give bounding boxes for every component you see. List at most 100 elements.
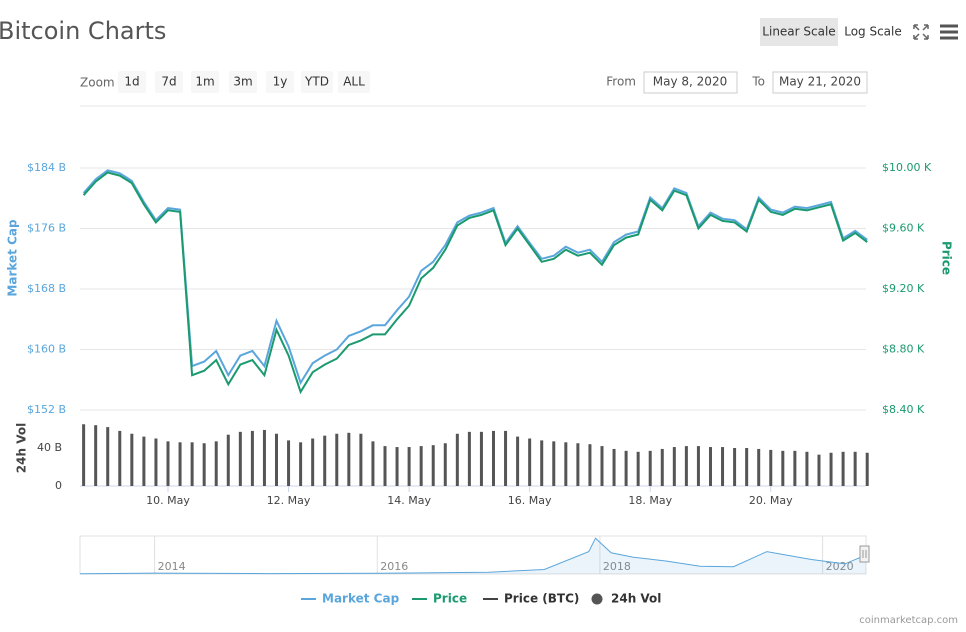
volume-bar — [841, 451, 845, 486]
zoom-button[interactable] — [229, 71, 257, 93]
y2-tick-label: $8.40 K — [882, 403, 925, 416]
y-tick-label: $152 B — [27, 403, 66, 416]
volume-axis-title: 24h Vol — [15, 423, 29, 473]
y2-tick-label: $9.20 K — [882, 282, 925, 295]
navigator-line — [79, 537, 867, 575]
volume-bar — [648, 450, 652, 486]
to-input[interactable] — [772, 71, 868, 94]
volume-bar — [708, 447, 712, 486]
volume-bar — [275, 433, 278, 486]
x-tick-label: 14. May — [387, 494, 431, 507]
y2-tick-label: $10.00 K — [882, 161, 932, 174]
volume-bar — [745, 448, 749, 486]
zoom-button-label[interactable]: 1d — [124, 75, 139, 89]
linear-scale-button[interactable] — [760, 18, 838, 46]
linear-scale-label[interactable]: Linear Scale — [762, 25, 835, 39]
volume-bar — [564, 442, 568, 486]
volume-bar — [853, 451, 857, 486]
line-series — [82, 171, 868, 395]
volume-bar — [865, 452, 869, 486]
navigator-handle[interactable] — [859, 545, 870, 563]
volume-bar — [624, 450, 628, 486]
zoom-button[interactable] — [118, 71, 146, 93]
volume-tick-label: 40 B — [37, 441, 62, 454]
volume-bar — [178, 442, 182, 486]
volume-bar — [696, 446, 700, 486]
legend-label[interactable]: Price (BTC) — [504, 592, 579, 606]
volume-bar — [612, 448, 616, 486]
volume-bar — [395, 447, 399, 486]
volume-bar — [118, 430, 122, 486]
volume-bar — [238, 431, 242, 486]
volume-bar — [455, 433, 459, 486]
log-scale-label[interactable]: Log Scale — [844, 25, 902, 39]
from-date[interactable]: May 8, 2020 — [653, 75, 727, 89]
volume-bar — [287, 440, 291, 486]
volume-bar — [214, 441, 218, 486]
volume-bar — [576, 443, 580, 486]
volume-bar — [552, 441, 556, 486]
volume-bar — [588, 444, 592, 486]
x-tick-label: 20. May — [749, 494, 793, 507]
zoom-button[interactable] — [266, 71, 294, 93]
volume-bar — [829, 452, 833, 486]
volume-bar — [721, 447, 725, 486]
legend-label[interactable]: Price — [433, 592, 467, 606]
volume-bar — [154, 438, 158, 486]
x-tick-label: 10. May — [146, 494, 190, 507]
volume-bar — [106, 427, 110, 486]
volume-bar — [299, 442, 303, 486]
from-input[interactable] — [643, 71, 738, 94]
legend-label[interactable]: 24h Vol — [611, 592, 661, 606]
volume-bar — [190, 442, 194, 486]
volume-bar — [166, 441, 170, 486]
y2-tick-label: $8.80 K — [882, 343, 925, 356]
volume-bar — [491, 430, 495, 486]
y-tick-label: $184 B — [27, 161, 66, 174]
zoom-button-label[interactable]: YTD — [304, 75, 329, 89]
line-series — [82, 169, 868, 386]
volume-bar — [226, 434, 230, 486]
volume-bar — [479, 431, 483, 486]
menu-icon[interactable] — [940, 24, 958, 40]
to-date[interactable]: May 21, 2020 — [779, 75, 861, 89]
volume-bar — [769, 449, 773, 486]
zoom-button-label[interactable]: 1m — [195, 75, 214, 89]
volume-bar — [757, 448, 761, 486]
navigator-tick-label: 2018 — [603, 560, 631, 573]
from-label: From — [606, 75, 636, 89]
volume-bar — [805, 451, 809, 486]
zoom-button[interactable] — [191, 71, 219, 93]
zoom-button-label[interactable]: 3m — [233, 75, 252, 89]
volume-tick-label: 0 — [55, 479, 62, 492]
volume-bar — [528, 438, 532, 486]
volume-bar — [202, 443, 206, 486]
y-tick-label: $176 B — [27, 222, 66, 235]
y2-axis-title: Price — [940, 241, 954, 275]
volume-bar — [684, 446, 688, 486]
volume-bar — [467, 431, 471, 486]
zoom-button-label[interactable]: 7d — [161, 75, 176, 89]
volume-bar — [781, 450, 785, 486]
zoom-button-label[interactable]: ALL — [343, 75, 365, 89]
volume-bar — [600, 446, 604, 486]
volume-bar — [793, 450, 797, 486]
volume-bar — [359, 433, 363, 486]
legend-label[interactable]: Market Cap — [322, 592, 400, 606]
volume-bar — [431, 445, 435, 486]
volume-bar — [130, 433, 134, 486]
y2-tick-label: $9.60 K — [882, 222, 925, 235]
zoom-button[interactable] — [301, 71, 333, 93]
credits[interactable]: coinmarketcap.com — [859, 615, 958, 626]
volume-bar — [142, 436, 146, 486]
x-tick-label: 18. May — [628, 494, 672, 507]
zoom-button-label[interactable]: 1y — [273, 75, 288, 89]
to-label: To — [751, 75, 765, 89]
volume-bar — [94, 425, 98, 486]
navigator-handle-grip — [862, 550, 867, 558]
zoom-button[interactable] — [155, 71, 183, 93]
zoom-button[interactable] — [338, 71, 370, 93]
fullscreen-icon[interactable] — [913, 24, 929, 40]
volume-bar — [82, 424, 86, 486]
